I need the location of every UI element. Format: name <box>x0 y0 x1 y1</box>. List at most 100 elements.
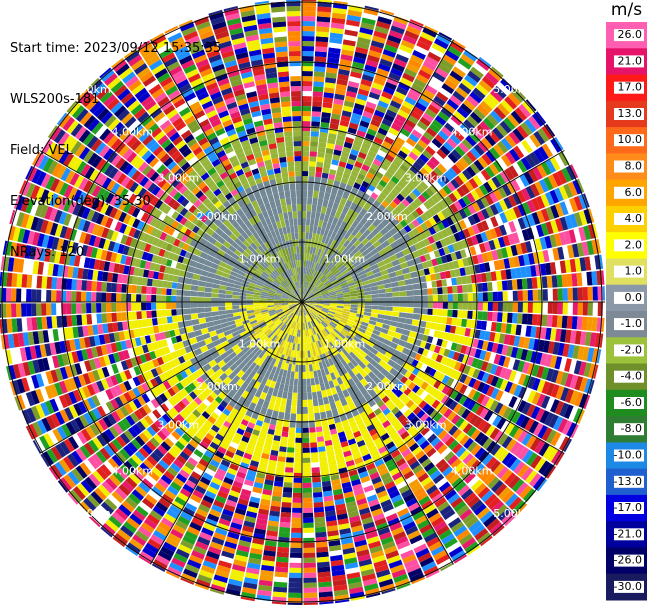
range-gate <box>525 240 533 253</box>
range-gate <box>403 216 412 225</box>
range-gate <box>483 514 497 528</box>
range-gate <box>321 235 327 244</box>
range-gate <box>389 467 400 477</box>
range-gate <box>394 410 403 419</box>
range-gate <box>423 357 431 366</box>
range-gate <box>388 30 404 40</box>
range-gate <box>364 291 372 296</box>
range-gate <box>302 21 316 27</box>
range-gate <box>457 302 463 310</box>
range-gate <box>456 504 470 517</box>
range-gate <box>350 359 359 367</box>
range-gate <box>546 382 555 396</box>
range-gate <box>314 412 321 421</box>
range-gate <box>332 317 340 323</box>
range-gate <box>481 153 493 166</box>
range-gate <box>347 193 356 202</box>
range-gate <box>476 199 486 210</box>
range-gate <box>419 181 429 191</box>
range-gate <box>171 302 177 309</box>
range-gate <box>31 289 37 302</box>
range-gate <box>367 323 376 330</box>
range-gate <box>400 77 413 87</box>
range-gate <box>385 372 395 382</box>
range-gate <box>381 200 390 208</box>
range-gate <box>522 302 528 313</box>
range-gate <box>302 71 313 77</box>
range-gate <box>481 220 490 231</box>
range-gate <box>400 176 410 186</box>
range-gate <box>204 287 212 293</box>
range-gate <box>303 532 315 538</box>
range-gate <box>311 204 317 212</box>
range-gate <box>488 130 501 143</box>
range-gate <box>507 291 513 301</box>
range-gate <box>287 392 293 400</box>
range-gate <box>463 217 472 228</box>
range-gate <box>517 290 523 301</box>
range-gate <box>441 208 450 219</box>
range-gate <box>347 80 360 89</box>
range-gate <box>420 222 429 231</box>
range-gate <box>324 328 331 335</box>
range-gate <box>404 318 413 325</box>
range-gate <box>427 80 441 91</box>
range-gate <box>304 289 309 296</box>
range-gate <box>364 419 373 428</box>
range-gate <box>382 386 392 396</box>
range-gate <box>328 215 335 224</box>
range-gate <box>406 169 416 179</box>
range-gate <box>407 412 416 422</box>
range-gate <box>463 206 472 217</box>
range-gate <box>225 302 233 306</box>
range-gate <box>547 288 553 301</box>
range-gate <box>508 165 519 178</box>
range-gate <box>306 291 312 297</box>
range-gate <box>420 308 428 315</box>
range-gate <box>407 390 416 400</box>
range-gate <box>536 393 546 407</box>
range-gate <box>399 384 408 393</box>
range-gate <box>467 293 473 302</box>
range-gate <box>372 240 381 249</box>
range-gate <box>436 363 445 373</box>
range-gate <box>466 95 479 108</box>
range-gate <box>365 270 374 277</box>
range-gate <box>397 256 407 264</box>
range-gate <box>306 307 311 314</box>
range-gate <box>71 303 77 315</box>
range-gate <box>463 99 476 111</box>
range-gate <box>391 286 400 292</box>
range-gate <box>451 164 462 175</box>
range-gate <box>403 470 415 480</box>
range-gate <box>485 362 494 373</box>
range-gate <box>400 405 409 414</box>
range-gate <box>366 340 375 348</box>
range-gate <box>507 302 513 312</box>
range-gate <box>309 432 317 438</box>
range-gate <box>378 428 387 437</box>
range-gate <box>437 163 447 174</box>
range-gate <box>458 198 467 209</box>
range-gate <box>564 388 574 404</box>
range-gate <box>291 399 297 407</box>
range-gate <box>302 246 305 254</box>
range-gate <box>302 121 311 127</box>
range-gate <box>279 521 291 528</box>
range-gate <box>396 86 408 96</box>
range-gate <box>314 56 327 63</box>
range-gate <box>520 325 527 337</box>
range-gate <box>375 351 385 360</box>
range-gate <box>380 269 389 276</box>
range-gate <box>470 479 483 492</box>
range-gate <box>406 182 416 192</box>
range-gate <box>312 391 318 400</box>
range-gate <box>527 302 533 313</box>
range-gate <box>477 156 489 169</box>
range-gate <box>319 274 326 282</box>
range-gate <box>459 533 473 546</box>
range-gate <box>443 170 454 181</box>
range-gate <box>390 376 400 386</box>
range-gate <box>346 208 354 217</box>
range-gate <box>111 303 117 312</box>
